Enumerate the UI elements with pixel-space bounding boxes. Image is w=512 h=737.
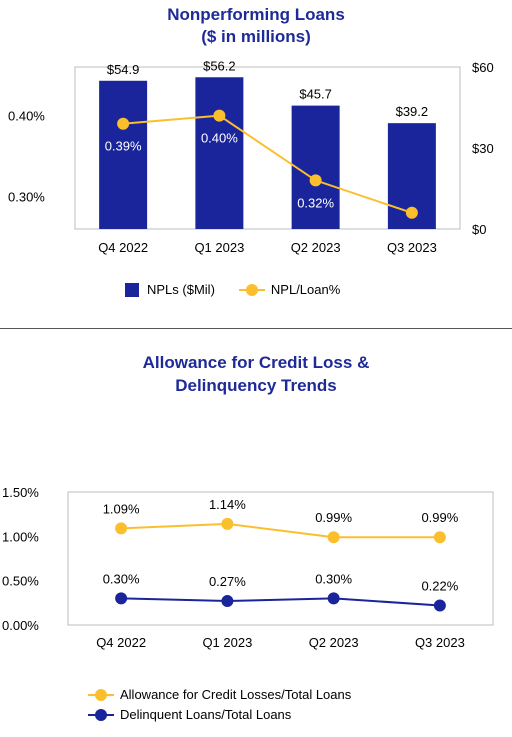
chart1-title-line1: Nonperforming Loans: [167, 5, 345, 24]
x-tick-label: Q2 2023: [309, 635, 359, 650]
legend-swatch-npls: [125, 282, 139, 297]
chart2-legend-allowance: Allowance for Credit Losses/Total Loans: [88, 687, 351, 702]
bar-npl: [195, 77, 244, 229]
legend-label-npls: NPLs ($Mil): [147, 282, 215, 297]
point-allowance: [115, 522, 128, 535]
legend-label-delinquent: Delinquent Loans/Total Loans: [120, 707, 292, 722]
x-tick-label: Q3 2023: [387, 240, 437, 255]
point-delinquent: [115, 592, 128, 605]
line-allowance: [121, 522, 440, 539]
point-delinquent: [221, 595, 234, 608]
value-label-delinquent: 0.30%: [315, 571, 352, 586]
y-right-tick-label: $0: [472, 222, 486, 237]
chart1-legend: NPLs ($Mil) NPL/Loan%: [125, 282, 340, 297]
plot-area-border: [67, 491, 494, 626]
chart2-title-line1: Allowance for Credit Loss &: [142, 353, 370, 372]
chart2-title-line2: Delinquency Trends: [175, 376, 337, 395]
chart1-title-line2: ($ in millions): [201, 27, 311, 46]
x-tick-label: Q3 2023: [415, 635, 465, 650]
x-tick-label: Q2 2023: [291, 240, 341, 255]
legend-label-allowance: Allowance for Credit Losses/Total Loans: [120, 687, 352, 702]
line-npl-loan: [123, 114, 413, 214]
value-label-allowance: 0.99%: [315, 510, 352, 525]
y-right-tick-label: $60: [472, 60, 494, 75]
bar-value-label: $54.9: [107, 62, 140, 77]
legend-label-npl-loan: NPL/Loan%: [270, 282, 341, 297]
point-npl-loan: [309, 174, 322, 187]
bar-npl: [99, 80, 148, 229]
point-allowance: [433, 531, 446, 544]
value-label-delinquent: 0.30%: [103, 571, 140, 586]
line-delinquent: [121, 597, 440, 607]
line-value-label: 0.32%: [297, 195, 334, 210]
y-right-tick-label: $30: [472, 141, 494, 156]
bar-value-label: $56.2: [203, 58, 236, 73]
legend-swatch-delinquent: [88, 708, 114, 722]
point-npl-loan: [405, 206, 418, 219]
chart2-plot: 0.00% 0.50% 1.00% 1.50% Q4 2022 Q1 2023 Q2 202…: [2, 485, 494, 650]
point-npl-loan: [117, 117, 130, 130]
plot-area-border: [74, 66, 461, 230]
y-left-tick-label: 0.40%: [8, 109, 45, 124]
value-label-allowance: 1.14%: [209, 497, 246, 512]
line-value-label: 0.40%: [201, 131, 238, 146]
line-value-label: 0.39%: [105, 139, 142, 154]
x-tick-label: Q4 2022: [96, 635, 146, 650]
value-label-delinquent: 0.22%: [421, 578, 458, 593]
legend-swatch-allowance: [88, 688, 114, 702]
y-tick-label: 1.00%: [2, 529, 39, 544]
chart2-legend-delinquent: Delinquent Loans/Total Loans: [88, 707, 291, 722]
value-label-allowance: 1.09%: [103, 501, 140, 516]
bar-value-label: $45.7: [299, 87, 332, 102]
x-tick-label: Q1 2023: [202, 635, 252, 650]
x-tick-label: Q1 2023: [194, 240, 244, 255]
bar-npl: [291, 105, 340, 229]
value-label-delinquent: 0.27%: [209, 574, 246, 589]
y-tick-label: 1.50%: [2, 485, 39, 500]
point-delinquent: [433, 599, 446, 612]
y-tick-label: 0.50%: [2, 574, 39, 589]
legend-swatch-npl-loan: [238, 283, 265, 297]
point-npl-loan: [213, 109, 226, 122]
chart1-plot: 0.30% 0.40% $0 $30 $60 $54.9 $56.2 $45.7 $39.2 Q4…: [8, 58, 494, 255]
y-left-tick-label: 0.30%: [8, 190, 45, 205]
y-tick-label: 0.00%: [2, 618, 39, 633]
line-value-label: 0.28%: [393, 228, 430, 243]
section-divider: [0, 328, 512, 329]
point-delinquent: [327, 592, 340, 605]
value-label-allowance: 0.99%: [421, 510, 458, 525]
point-allowance: [327, 531, 340, 544]
bar-value-label: $39.2: [396, 104, 429, 119]
x-tick-label: Q4 2022: [98, 240, 148, 255]
point-allowance: [221, 517, 234, 530]
